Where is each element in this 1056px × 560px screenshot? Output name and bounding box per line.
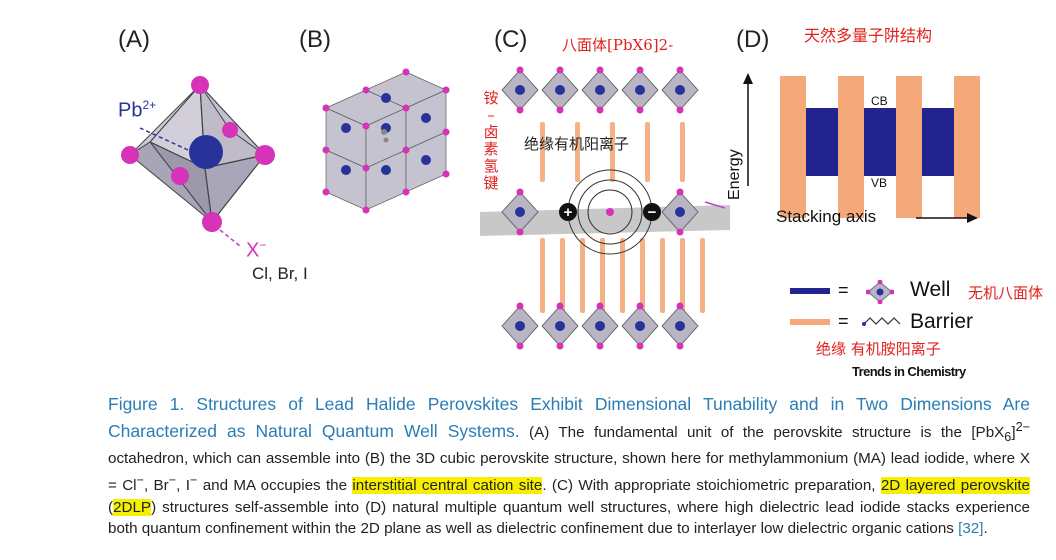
panel-d-label: (D) (736, 26, 770, 53)
legend-eq: = (838, 311, 849, 331)
annot-char: – (487, 106, 495, 124)
caption-text: ] (1011, 423, 1016, 441)
caption-text: , Br (143, 476, 169, 494)
octahedron-annotation: 八面体[PbX6]2- (562, 36, 674, 54)
pb-symbol: Pb (118, 99, 143, 122)
conduction-band-label: CB (871, 94, 888, 108)
figure-caption: Figure 1. Structures of Lead Halide Pero… (108, 394, 1030, 540)
annot-char: 键 (483, 174, 499, 192)
x-symbol: X (246, 239, 260, 262)
hydrogen-bond-annotation: 铵 – 卤 素 氢 键 (482, 90, 500, 192)
valence-band-label: VB (871, 176, 888, 190)
pb-ion-label: Pb2+ (118, 98, 156, 123)
annot-char: 氢 (483, 157, 499, 175)
highlight-2dlp: 2D layered perovskite (880, 476, 1030, 494)
legend-eq: = (838, 280, 849, 300)
caption-title: Figure 1. Structures of Lead Halide Pero… (108, 394, 1030, 441)
annot-char: 素 (483, 140, 499, 158)
caption-sup: − (168, 472, 177, 487)
octahedra-row-middle: + − (501, 188, 699, 236)
caption-text: . (983, 520, 988, 538)
pb-charge: 2+ (142, 98, 157, 112)
caption-sup: − (136, 472, 144, 487)
cubic-perovskite-figure (322, 68, 450, 214)
stacking-axis-label: Stacking axis (776, 207, 877, 226)
caption-sub: 6 (1004, 429, 1012, 444)
layered-perovskite-figure: + − (480, 66, 730, 350)
svg-text:−: − (648, 204, 657, 221)
halide-ion-label: X− (246, 238, 266, 263)
caption-text: , I (176, 476, 190, 494)
annot-char: 铵 (483, 89, 499, 107)
halides-list: Cl, Br, I (252, 264, 308, 283)
caption-text: octahedron, which can assemble into (B) … (108, 450, 1030, 494)
reference-link[interactable]: [32] (958, 520, 984, 538)
octahedron-mini-icon (866, 280, 894, 304)
band-diagram (743, 73, 980, 223)
caption-text: ( (108, 498, 114, 516)
barrier-swatch (790, 319, 830, 325)
quantum-well-annotation: 天然多量子阱结构 (804, 26, 933, 45)
octahedra-row-bottom (501, 302, 699, 350)
barrier-label: Barrier (910, 310, 974, 333)
caption-text: and MA occupies the (197, 476, 353, 494)
panel-c-label: (C) (494, 26, 528, 53)
caption-text: . (C) With appropriate stoichiometric pr… (542, 476, 881, 494)
insulating-cation-annotation: 绝缘有机阳离子 (524, 135, 630, 153)
octahedra-row-top (501, 66, 699, 114)
highlight-interstitial: interstitial central cation site (352, 476, 543, 494)
well-cn-annotation: 无机八面体 (968, 284, 1044, 302)
energy-axis-label: Energy (726, 149, 743, 200)
caption-text: (A) The fundamental unit of the perovski… (519, 423, 1005, 441)
caption-sup: − (189, 472, 198, 487)
well-swatch (790, 288, 830, 294)
x-charge: − (259, 238, 267, 252)
organic-cation-icon (862, 317, 901, 326)
caption-sup: 2− (1015, 419, 1030, 434)
journal-brand: Trends in Chemistry (852, 364, 966, 379)
barrier-cn-annotation: 绝缘 有机胺阳离子 (816, 340, 941, 358)
annot-char: 卤 (483, 123, 499, 141)
highlight-2dlp-abbr: 2DLP (113, 498, 152, 516)
panel-a-label: (A) (118, 26, 150, 53)
caption-text: ) structures self-assemble into (D) natu… (108, 498, 1030, 538)
well-label: Well (910, 278, 951, 301)
panel-b-label: (B) (299, 26, 331, 53)
octahedron-figure (121, 76, 275, 247)
svg-text:+: + (564, 204, 573, 221)
